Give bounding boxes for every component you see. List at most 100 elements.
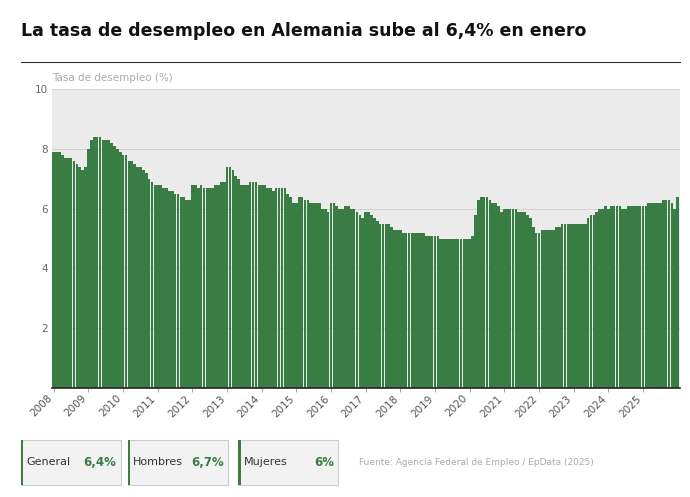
Bar xyxy=(148,179,150,388)
Bar xyxy=(656,203,659,388)
Bar xyxy=(500,212,503,388)
Bar xyxy=(411,233,413,388)
Bar xyxy=(494,203,497,388)
Bar xyxy=(515,209,518,388)
Bar xyxy=(359,215,362,388)
Bar xyxy=(535,233,538,388)
Bar xyxy=(486,197,489,388)
Bar xyxy=(130,161,133,388)
Bar xyxy=(277,188,280,388)
Bar xyxy=(292,203,295,388)
Bar xyxy=(171,191,173,388)
Bar xyxy=(420,233,422,388)
Bar xyxy=(186,200,188,388)
Text: Mujeres: Mujeres xyxy=(244,457,287,467)
Bar xyxy=(264,185,266,388)
Bar xyxy=(211,188,214,388)
Bar xyxy=(518,212,520,388)
Bar xyxy=(391,227,393,388)
Bar xyxy=(633,206,635,388)
Bar xyxy=(578,224,581,388)
Bar xyxy=(367,212,370,388)
Bar xyxy=(558,227,560,388)
Bar xyxy=(257,185,260,388)
Bar xyxy=(333,203,335,388)
Bar xyxy=(396,230,399,388)
Bar xyxy=(101,140,104,388)
Bar xyxy=(546,230,549,388)
Bar xyxy=(324,209,326,388)
Bar xyxy=(503,209,506,388)
Bar xyxy=(497,206,500,388)
Bar xyxy=(529,218,532,388)
Bar xyxy=(237,179,240,388)
Text: General: General xyxy=(26,457,70,467)
Bar xyxy=(75,164,78,388)
Bar xyxy=(113,146,116,388)
Bar xyxy=(260,185,263,388)
Bar xyxy=(344,206,347,388)
Bar xyxy=(607,209,610,388)
Bar xyxy=(650,203,653,388)
Bar xyxy=(662,200,664,388)
Bar xyxy=(121,155,124,388)
Bar xyxy=(604,206,607,388)
Bar xyxy=(116,149,119,388)
Bar xyxy=(284,188,286,388)
Bar xyxy=(286,194,289,388)
Bar xyxy=(370,215,373,388)
Bar xyxy=(199,185,202,388)
Bar xyxy=(526,215,529,388)
Bar xyxy=(373,218,375,388)
Bar xyxy=(506,209,509,388)
Bar xyxy=(157,185,159,388)
Bar xyxy=(235,176,237,388)
Bar xyxy=(206,188,208,388)
Bar xyxy=(304,200,306,388)
Bar xyxy=(174,194,177,388)
Bar xyxy=(197,188,199,388)
Bar xyxy=(460,239,462,388)
Bar xyxy=(191,185,194,388)
Bar xyxy=(330,203,333,388)
Bar xyxy=(327,212,330,388)
Bar xyxy=(523,212,526,388)
Bar xyxy=(388,224,390,388)
Text: Fuente: Agencia Federal de Empleo / EpData (2025): Fuente: Agencia Federal de Empleo / EpDa… xyxy=(359,458,593,467)
Bar xyxy=(512,209,514,388)
Bar xyxy=(84,167,87,388)
Bar xyxy=(318,203,321,388)
Bar xyxy=(590,215,592,388)
Bar xyxy=(379,224,382,388)
Bar xyxy=(70,158,72,388)
Bar xyxy=(676,197,679,388)
Bar xyxy=(246,185,248,388)
Bar xyxy=(540,230,543,388)
Bar xyxy=(315,203,318,388)
Bar xyxy=(520,212,523,388)
Bar xyxy=(538,233,540,388)
Bar xyxy=(165,188,168,388)
Bar xyxy=(194,185,197,388)
Bar xyxy=(575,224,578,388)
Bar xyxy=(437,236,440,388)
Bar xyxy=(154,185,156,388)
Bar xyxy=(128,161,130,388)
Bar xyxy=(601,209,604,388)
Bar xyxy=(217,185,219,388)
Bar xyxy=(454,239,457,388)
Bar xyxy=(362,218,364,388)
Bar xyxy=(188,200,191,388)
Bar xyxy=(477,200,480,388)
Bar xyxy=(67,158,70,388)
Bar xyxy=(382,224,384,388)
Bar xyxy=(139,167,141,388)
Bar xyxy=(593,215,595,388)
Bar xyxy=(226,167,228,388)
Bar xyxy=(347,206,350,388)
Bar xyxy=(552,230,555,388)
Bar xyxy=(544,230,546,388)
Bar xyxy=(664,200,667,388)
Bar xyxy=(376,221,379,388)
Bar xyxy=(555,227,558,388)
